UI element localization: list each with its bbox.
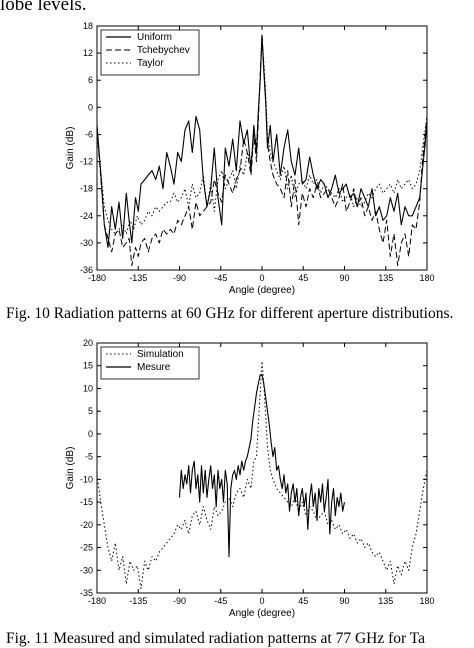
legend-label: Taylor [137,58,164,69]
x-tick-label: 135 [378,596,393,606]
x-tick-label: 180 [419,596,434,606]
x-tick-label: 90 [339,596,349,606]
x-tick-label: -90 [173,273,186,283]
y-tick-label: -25 [80,543,93,553]
x-tick-label: 45 [298,596,308,606]
series-line-mesure [178,374,346,558]
y-tick-label: -15 [80,497,93,507]
x-tick-label: 45 [298,273,308,283]
y-tick-label: -5 [85,452,93,462]
plot-frame [96,342,428,594]
legend-box [100,346,200,380]
x-tick-label: -180 [88,596,106,606]
y-axis-label: Gain (dB) [65,447,76,490]
y-tick-label: 10 [83,383,93,393]
x-tick-label: 90 [339,273,349,283]
x-tick-label: -90 [173,596,186,606]
legend-label: Simulation [137,349,184,360]
x-axis-label: Angle (degree) [229,608,295,619]
x-tick-label: 180 [419,273,434,283]
x-tick-label: -45 [214,273,227,283]
y-tick-label: 0 [88,102,93,112]
y-tick-label: -18 [80,184,93,194]
y-tick-label: 0 [88,429,93,439]
x-tick-label: -180 [88,273,106,283]
y-tick-label: -35 [80,588,93,598]
y-tick-label: -30 [80,238,93,248]
figure-11-caption: Fig. 11 Measured and simulated radiation… [6,630,426,647]
y-axis-label: Gain (dB) [65,127,76,170]
y-tick-label: -24 [80,211,93,221]
x-tick-label: 0 [259,596,264,606]
x-tick-label: -135 [129,273,147,283]
y-tick-label: 12 [83,48,93,58]
x-tick-label: -135 [129,596,147,606]
y-tick-label: -20 [80,520,93,530]
y-tick-label: -30 [80,565,93,575]
y-tick-label: 18 [83,21,93,31]
top-text: lobe levels. [0,0,87,15]
figure-10-caption: Fig. 10 Radiation patterns at 60 GHz for… [6,305,454,322]
y-tick-label: -36 [80,265,93,275]
legend-label: Uniform [137,32,172,43]
y-tick-label: -12 [80,157,93,167]
y-tick-label: 20 [83,338,93,348]
series-line-simulation [96,360,428,589]
y-tick-label: -6 [85,129,93,139]
y-tick-label: -10 [80,474,93,484]
series-line-taylor [96,34,428,235]
x-tick-label: 0 [259,273,264,283]
x-tick-label: -45 [214,596,227,606]
x-axis-label: Angle (degree) [229,285,295,296]
y-tick-label: 5 [88,406,93,416]
legend-label: Mesure [137,362,171,373]
y-tick-label: 15 [83,361,93,371]
x-tick-label: 135 [378,273,393,283]
y-tick-label: 6 [88,75,93,85]
legend-label: Tchebychev [137,45,190,56]
